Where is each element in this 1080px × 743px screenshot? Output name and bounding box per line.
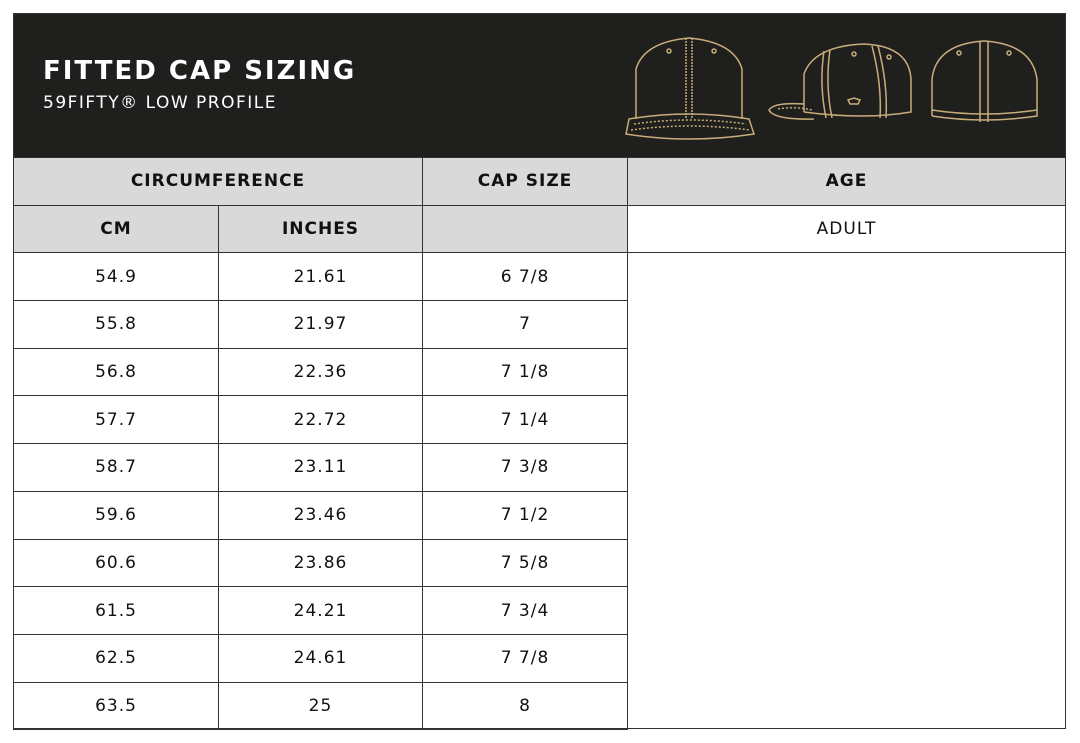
cell-cm: 63.5 — [13, 681, 219, 731]
cell-cm: 57.7 — [13, 395, 219, 445]
cell-inches: 22.36 — [218, 347, 423, 397]
cell-inches: 21.97 — [218, 300, 423, 349]
table-row: 56.8 22.36 7 1/8 — [13, 347, 1066, 397]
cell-size: 7 — [422, 300, 628, 349]
cell-size: 7 3/8 — [422, 443, 628, 492]
cell-size: 6 7/8 — [422, 252, 628, 302]
cap-front-icon — [625, 37, 755, 140]
cell-inches: 23.86 — [218, 538, 423, 588]
cap-back-icon — [931, 40, 1038, 122]
cell-cm: 59.6 — [13, 490, 219, 540]
cell-inches: 23.46 — [218, 490, 423, 540]
table-row: 62.5 24.61 7 7/8 — [13, 633, 1066, 683]
cell-inches: 21.61 — [218, 252, 423, 302]
cell-cm: 58.7 — [13, 443, 219, 492]
header-circumference: CIRCUMFERENCE — [13, 157, 423, 206]
header-banner: FITTED CAP SIZING 59FIFTY® LOW PROFILE — [14, 14, 1065, 158]
cell-size: 7 3/4 — [422, 586, 628, 635]
table-row: 55.8 21.97 7 — [13, 300, 1066, 349]
cell-cm: 61.5 — [13, 586, 219, 635]
table-row: 59.6 23.46 7 1/2 — [13, 490, 1066, 540]
size-chart: FITTED CAP SIZING 59FIFTY® LOW PROFILE — [13, 13, 1066, 731]
size-table: CIRCUMFERENCE CAP SIZE AGE CM INCHES ADU… — [13, 157, 1066, 731]
table-row: 58.7 23.11 7 3/8 — [13, 443, 1066, 492]
page-title: FITTED CAP SIZING — [43, 56, 357, 86]
table-row: 60.6 23.86 7 5/8 — [13, 538, 1066, 588]
table-row: 54.9 21.61 6 7/8 — [13, 252, 1066, 302]
cell-size: 7 5/8 — [422, 538, 628, 588]
table-row: 61.5 24.21 7 3/4 — [13, 586, 1066, 635]
header-inches: INCHES — [218, 204, 423, 254]
page-subtitle: 59FIFTY® LOW PROFILE — [43, 93, 277, 113]
cell-inches: 22.72 — [218, 395, 423, 445]
cell-inches: 24.21 — [218, 586, 423, 635]
header-cap-size: CAP SIZE — [422, 157, 628, 206]
cap-side-icon — [768, 43, 912, 120]
sub-header-row: CM INCHES ADULT — [13, 204, 1066, 254]
cell-cm: 55.8 — [13, 300, 219, 349]
table-row: 57.7 22.72 7 1/4 — [13, 395, 1066, 445]
cell-inches: 24.61 — [218, 633, 423, 683]
cell-cm: 60.6 — [13, 538, 219, 588]
table-row: 63.5 25 8 — [13, 681, 1066, 731]
header-cap-size-blank — [422, 204, 628, 254]
age-cell: ADULT — [627, 204, 1066, 254]
group-header-row: CIRCUMFERENCE CAP SIZE AGE — [13, 157, 1066, 206]
cell-size: 7 1/2 — [422, 490, 628, 540]
cell-size: 7 7/8 — [422, 633, 628, 683]
cell-cm: 62.5 — [13, 633, 219, 683]
cell-inches: 25 — [218, 681, 423, 731]
header-cm: CM — [13, 204, 219, 254]
cell-size: 8 — [422, 681, 628, 731]
cell-size: 7 1/8 — [422, 347, 628, 397]
cell-cm: 54.9 — [13, 252, 219, 302]
cell-size: 7 1/4 — [422, 395, 628, 445]
cell-inches: 23.11 — [218, 443, 423, 492]
cap-illustrations — [625, 37, 1038, 140]
header-age: AGE — [627, 157, 1066, 206]
cell-cm: 56.8 — [13, 347, 219, 397]
